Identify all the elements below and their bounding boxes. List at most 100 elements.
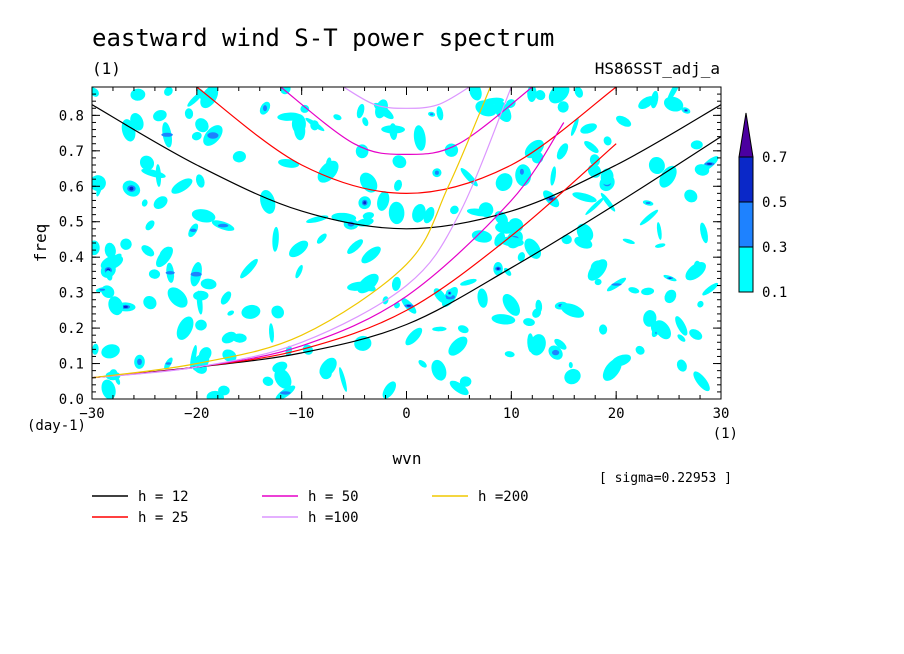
shading-blob: [616, 115, 632, 127]
colorbar-extend-triangle: [738, 112, 754, 158]
shading-blob: [499, 236, 524, 247]
shading-blob: [375, 99, 388, 119]
shading-blob: [568, 362, 573, 369]
shading-blob-mid: [99, 288, 106, 291]
shading-blob: [436, 106, 444, 121]
shading-blob: [418, 359, 427, 368]
y-axis-label: freq: [31, 224, 50, 263]
shading-blob: [198, 347, 212, 362]
shading-blob: [550, 166, 557, 186]
shading-blob: [444, 143, 459, 157]
spectrum-shading: [92, 87, 719, 399]
legend-label-h200: h =200: [478, 489, 529, 505]
shading-blob: [232, 150, 246, 163]
dispersion-curves: [92, 87, 721, 379]
y-axis: 0.0 0.1 0.2 0.3 0.4 0.5 0.6 0.7 0.8: [59, 93, 721, 408]
shading-blob: [260, 189, 276, 214]
shading-blob: [600, 168, 614, 185]
shading-blob: [584, 140, 599, 154]
y-unit-label: (day-1): [27, 418, 86, 434]
colorbar-segment: [738, 246, 754, 293]
shading-blob: [648, 156, 665, 175]
shading-blob: [141, 245, 155, 257]
shading-blob: [504, 351, 515, 358]
shading-blob: [598, 324, 608, 335]
shading-blob: [557, 101, 569, 113]
shading-blob: [574, 87, 583, 98]
shading-blob: [689, 329, 703, 340]
shading-blob: [190, 345, 197, 370]
y-tick-label: 0.8: [59, 108, 84, 124]
shading-blob: [388, 201, 405, 225]
y-tick-label: 0.6: [59, 179, 84, 195]
shading-blob: [389, 123, 398, 140]
shading-blob: [191, 131, 202, 141]
shading-blob: [448, 336, 468, 356]
shading-blob: [413, 125, 426, 151]
shading-blob: [460, 278, 477, 286]
curve-h100-branch1: [343, 87, 470, 109]
shading-blob: [602, 358, 622, 381]
shading-blob: [347, 239, 364, 254]
shading-blob: [377, 191, 390, 211]
shading-blob: [195, 118, 209, 133]
shading-blob: [333, 114, 342, 121]
x-axis-label: wvn: [393, 449, 422, 468]
shading-blob: [171, 178, 193, 194]
curve-h100-branch2: [92, 87, 512, 379]
shading-blob: [690, 140, 703, 150]
colorbar-level-label: 0.7: [762, 150, 787, 166]
y-tick-label: 0.7: [59, 144, 84, 160]
shading-blob: [184, 108, 194, 119]
shading-blob: [527, 333, 534, 353]
shading-blob: [164, 87, 173, 96]
shading-blob: [153, 109, 167, 122]
shading-blob: [316, 233, 327, 244]
shading-blob: [654, 243, 666, 248]
shading-blob: [269, 323, 274, 343]
shading-blob: [684, 189, 698, 203]
experiment-label: HS86SST_adj_a: [595, 59, 720, 78]
plot-area: [92, 87, 721, 399]
shading-blob: [594, 278, 602, 286]
shading-blob: [423, 206, 435, 224]
shading-blob: [361, 246, 381, 264]
shading-blob: [191, 209, 216, 223]
shading-blob: [697, 300, 704, 308]
shading-blob: [96, 177, 104, 197]
legend: h = 12 h = 25 h = 50 h =100 h =200: [92, 489, 529, 526]
shading-blob: [450, 205, 459, 215]
shading-blob-high: [684, 109, 687, 112]
shading-blob-high: [363, 201, 367, 205]
shading-blob: [101, 379, 116, 399]
shading-blob: [677, 334, 686, 342]
curve-h12-branch1: [92, 104, 721, 230]
shading-blob: [143, 295, 157, 310]
curve-h25-branch1: [196, 87, 617, 195]
shading-blob: [145, 220, 155, 231]
shading-blob: [523, 318, 535, 327]
shading-blob: [659, 165, 677, 188]
shading-blob: [580, 123, 597, 134]
shading-blob-high: [406, 304, 412, 307]
shading-blob: [222, 349, 237, 362]
shading-blob: [382, 381, 396, 399]
shading-blob-mid: [207, 132, 219, 139]
shading-blob: [176, 316, 194, 340]
shading-blob: [502, 293, 520, 316]
shading-blob: [622, 238, 635, 245]
y-tick-label: 0.1: [59, 357, 84, 373]
shading-blob: [572, 192, 597, 203]
shading-blob: [548, 87, 570, 104]
shading-blob: [221, 331, 237, 344]
shading-blob-mid: [165, 271, 175, 275]
shading-blob: [391, 276, 401, 291]
shading-blob-mid: [161, 132, 173, 137]
title-unit: (1): [92, 59, 121, 78]
x-axis: −30 −20 −10 0 10 20 30: [79, 87, 729, 422]
colorbar-segment: [738, 156, 754, 203]
shading-blob: [638, 96, 655, 110]
shading-blob-high: [548, 197, 554, 200]
shading-blob: [262, 376, 274, 386]
